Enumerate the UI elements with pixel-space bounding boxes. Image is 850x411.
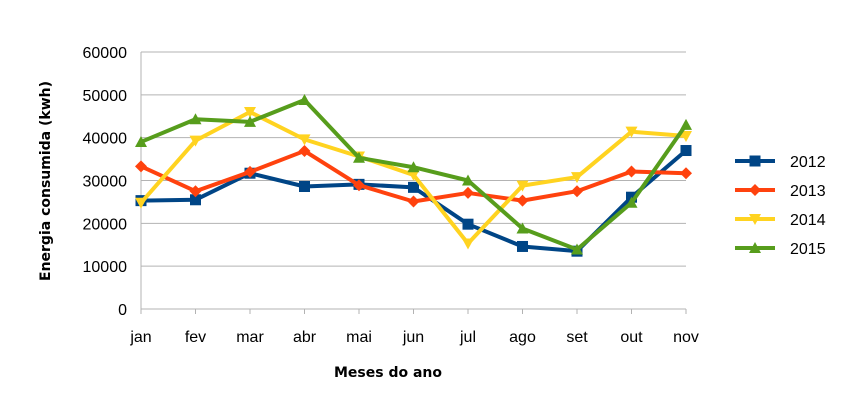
data-point-2015 — [462, 174, 474, 186]
data-point-2013 — [407, 195, 420, 208]
legend-item-2014: 2014 — [735, 212, 826, 229]
data-point-2015 — [298, 93, 311, 105]
legend-item-2012: 2012 — [735, 154, 826, 171]
data-point-2015 — [353, 151, 365, 163]
data-point-2015 — [135, 135, 147, 147]
x-tick-label: ago — [509, 329, 536, 346]
data-point-2013 — [571, 185, 583, 198]
series-lines — [135, 93, 692, 257]
y-tick-labels: 0 10000 20000 30000 40000 50000 60000 — [83, 45, 128, 319]
x-tick-label: jul — [459, 329, 476, 346]
x-axis-title: Meses do ano — [334, 365, 442, 381]
y-tick-label: 40000 — [83, 131, 128, 148]
data-point-2014 — [244, 106, 256, 118]
x-tick-labels: jan fev mar abr mai jun jul ago set out nov — [129, 329, 699, 346]
x-tick-label: abr — [293, 329, 317, 346]
data-point-2013 — [353, 179, 365, 192]
data-point-2012 — [462, 218, 474, 230]
legend-item-2015: 2015 — [735, 241, 826, 258]
data-point-2014 — [680, 130, 692, 142]
legend: 2012 2013 2014 2015 — [735, 154, 826, 258]
legend-marker — [749, 214, 761, 225]
data-point-2013 — [135, 160, 147, 173]
data-point-2015 — [244, 115, 256, 127]
y-tick-label: 50000 — [83, 88, 128, 105]
y-tick-label: 60000 — [83, 45, 128, 62]
data-point-2015 — [625, 196, 638, 208]
series-2013 — [135, 144, 692, 208]
series-2015 — [135, 93, 692, 255]
data-point-2013 — [680, 167, 692, 180]
data-point-2014 — [298, 134, 311, 146]
legend-label: 2014 — [790, 212, 826, 229]
grid-lines — [141, 51, 686, 267]
y-axis-title: Energia consumida (kwh) — [38, 81, 54, 281]
data-point-2013 — [462, 186, 474, 199]
x-tick-label: mai — [346, 329, 372, 346]
legend-label: 2015 — [790, 241, 826, 258]
x-tick-label: nov — [673, 329, 699, 346]
legend-marker — [749, 242, 761, 253]
data-point-2014 — [516, 180, 529, 192]
data-point-2012 — [408, 181, 419, 193]
legend-label: 2013 — [790, 183, 826, 200]
x-tick-label: set — [566, 329, 588, 346]
y-tick-label: 20000 — [83, 216, 128, 233]
legend-label: 2012 — [790, 154, 826, 171]
data-point-2012 — [517, 240, 528, 252]
data-point-2013 — [625, 165, 638, 178]
data-point-2013 — [189, 185, 202, 198]
data-point-2013 — [244, 165, 256, 178]
axes — [140, 52, 687, 314]
data-point-2015 — [407, 161, 420, 173]
data-point-2014 — [135, 197, 147, 209]
data-point-2014 — [571, 172, 583, 184]
data-point-2013 — [298, 144, 311, 157]
data-point-2015 — [189, 113, 202, 125]
data-point-2014 — [625, 126, 638, 138]
data-point-2015 — [516, 222, 529, 234]
y-tick-label: 0 — [118, 302, 127, 319]
x-tick-label: mar — [236, 329, 264, 346]
data-point-2013 — [516, 194, 529, 207]
legend-marker — [749, 155, 761, 167]
data-point-2012 — [680, 145, 692, 157]
data-point-2015 — [680, 118, 692, 130]
y-tick-label: 30000 — [83, 174, 128, 191]
data-point-2014 — [462, 238, 474, 250]
legend-item-2013: 2013 — [735, 183, 826, 200]
data-point-2014 — [189, 135, 202, 147]
data-point-2012 — [190, 194, 201, 206]
x-tick-label: jan — [129, 329, 151, 346]
data-point-2014 — [407, 169, 420, 181]
y-tick-label: 10000 — [83, 259, 128, 276]
data-point-2015 — [571, 243, 583, 255]
x-tick-label: fev — [185, 329, 206, 346]
data-point-2012 — [299, 180, 310, 192]
legend-marker — [749, 184, 761, 196]
x-tick-label: out — [620, 329, 643, 346]
x-tick-label: jun — [402, 329, 424, 346]
